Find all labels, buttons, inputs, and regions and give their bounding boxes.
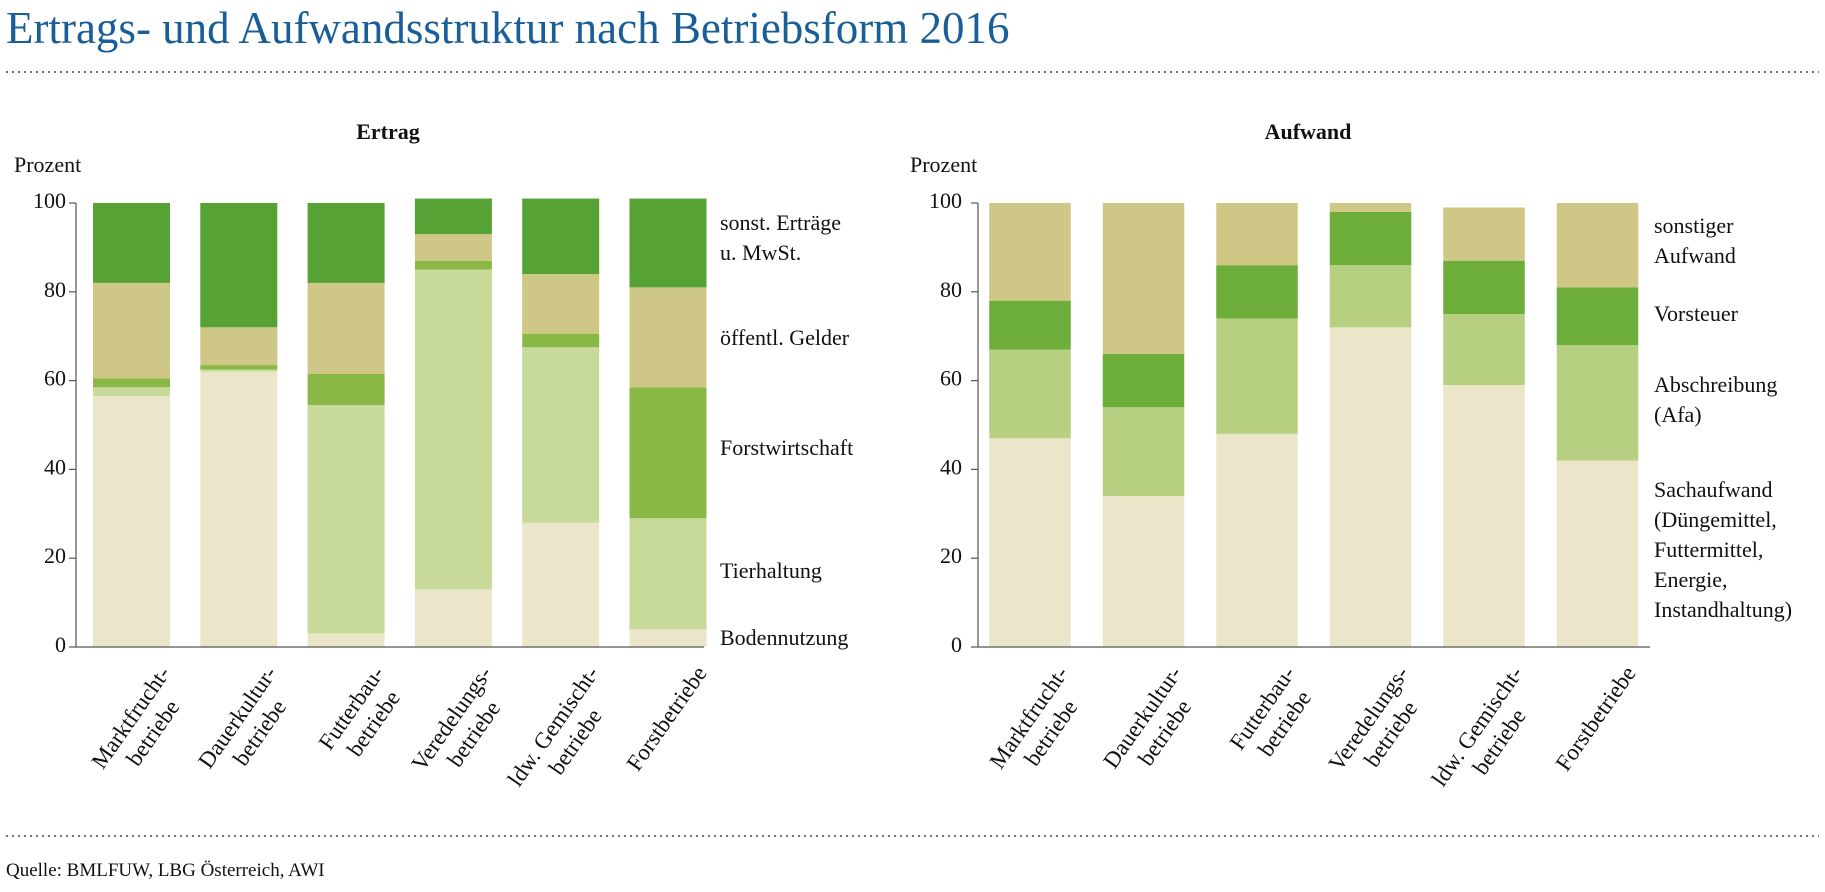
bar-segment xyxy=(1329,211,1412,266)
y-tick-label: 20 xyxy=(44,543,66,568)
bar-segment xyxy=(307,282,385,374)
y-axis-label: Prozent xyxy=(14,152,81,177)
y-tick-label: 0 xyxy=(55,632,66,657)
bar-segment xyxy=(522,522,600,647)
y-tick-label: 100 xyxy=(929,188,962,213)
chart-title: Ertrag xyxy=(356,119,420,144)
bar-segment xyxy=(1102,353,1185,408)
bar-segment xyxy=(200,371,278,647)
chart-title: Aufwand xyxy=(1265,119,1352,144)
bar-segment xyxy=(414,269,492,590)
bar-segment xyxy=(629,518,707,630)
page-title: Ertrags- und Aufwandsstruktur nach Betri… xyxy=(6,3,1010,53)
bar-segment xyxy=(1102,203,1185,354)
legend-label: sonst. Erträge u. MwSt. xyxy=(720,210,841,265)
bar-segment xyxy=(414,589,492,647)
bar-segment xyxy=(1443,260,1525,314)
bar-segment xyxy=(307,203,385,283)
y-tick-label: 60 xyxy=(44,366,66,391)
bar-segment xyxy=(200,327,278,366)
y-tick-label: 80 xyxy=(940,277,962,302)
y-tick-label: 100 xyxy=(33,188,66,213)
bar-segment xyxy=(1443,207,1525,261)
bar-segment xyxy=(989,438,1071,647)
bar-segment xyxy=(1443,385,1525,647)
y-tick-label: 40 xyxy=(940,454,962,479)
bar-segment xyxy=(93,203,170,283)
bar-segment xyxy=(200,203,278,328)
y-axis-label: Prozent xyxy=(910,152,977,177)
bar-segment xyxy=(414,260,492,270)
bar-segment xyxy=(522,347,600,523)
bar-segment xyxy=(93,396,170,647)
legend-label: Tierhaltung xyxy=(720,558,822,583)
bar-segment xyxy=(1556,460,1639,647)
bar-segment xyxy=(522,274,600,334)
bar-segment xyxy=(1329,203,1412,212)
bar-segment xyxy=(989,300,1071,350)
bar-segment xyxy=(200,365,278,370)
bar-segment xyxy=(629,198,707,288)
bar-segment xyxy=(1556,203,1639,288)
bar-segment xyxy=(522,333,600,348)
bar-segment xyxy=(629,387,707,519)
bar-segment xyxy=(1329,327,1412,647)
y-tick-label: 20 xyxy=(940,543,962,568)
bar-segment xyxy=(989,349,1071,439)
y-tick-label: 80 xyxy=(44,277,66,302)
bar-segment xyxy=(522,198,600,275)
bar-segment xyxy=(200,369,278,372)
bar-segment xyxy=(629,287,707,388)
legend-label: Bodennutzung xyxy=(720,625,849,650)
bar-segment xyxy=(1443,314,1525,386)
bar-segment xyxy=(93,282,170,379)
bar-segment xyxy=(307,405,385,634)
bar-segment xyxy=(1216,433,1298,647)
y-tick-label: 40 xyxy=(44,454,66,479)
y-tick-label: 60 xyxy=(940,366,962,391)
bar-segment xyxy=(1216,203,1298,266)
bar-segment xyxy=(1102,407,1185,497)
bar-segment xyxy=(93,387,170,397)
legend-label: öffentl. Gelder xyxy=(720,325,850,350)
bar-segment xyxy=(414,234,492,261)
legend-label: Forstwirtschaft xyxy=(720,435,854,460)
bar-segment xyxy=(307,373,385,406)
bar-segment xyxy=(1102,496,1185,647)
bar-segment xyxy=(989,203,1071,301)
legend-label: Vorsteuer xyxy=(1654,301,1738,326)
y-tick-label: 0 xyxy=(951,632,962,657)
bar-segment xyxy=(414,198,492,235)
bar-segment xyxy=(1216,265,1298,319)
legend-label: Sachaufwand (Düngemittel, Futtermittel, … xyxy=(1654,477,1793,622)
bar-segment xyxy=(93,378,170,388)
source: Quelle: BMLFUW, LBG Österreich, AWI xyxy=(6,860,325,881)
bar-segment xyxy=(1556,287,1639,346)
legend-label: Abschreibung (Afa) xyxy=(1654,372,1778,427)
bar-segment xyxy=(1556,345,1639,461)
bar-segment xyxy=(1329,265,1412,328)
legend-label: sonstiger Aufwand xyxy=(1654,213,1736,268)
bar-segment xyxy=(1216,318,1298,434)
bar-segment xyxy=(307,633,385,647)
bar-segment xyxy=(629,629,707,647)
